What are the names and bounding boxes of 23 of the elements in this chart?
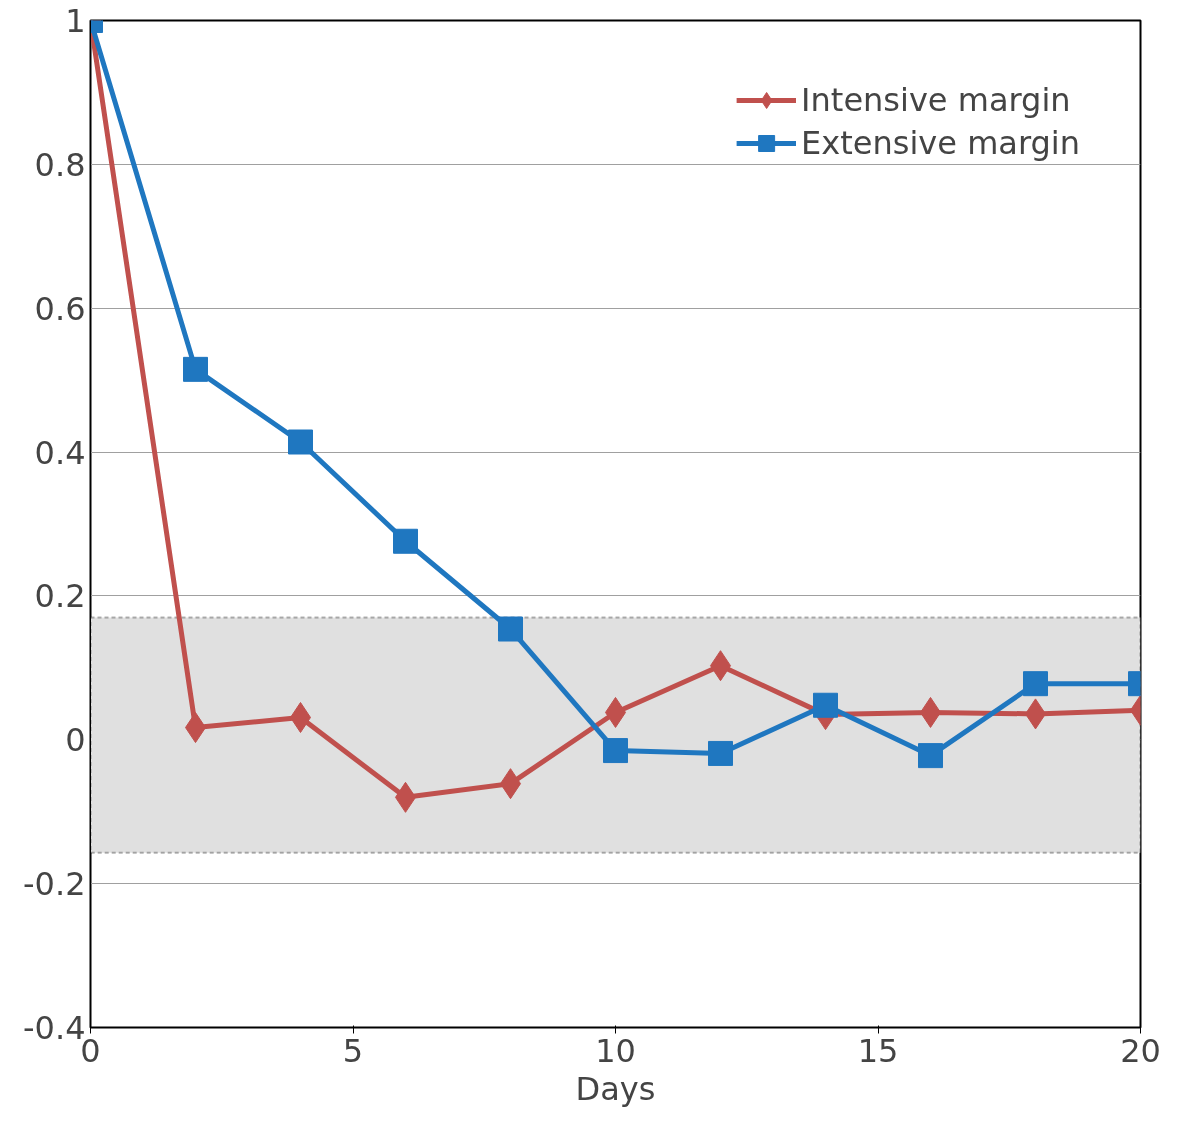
- point: [918, 743, 943, 769]
- x-tick-label: 10: [595, 1031, 636, 1070]
- point: [288, 429, 313, 455]
- y-tick-label: -0.2: [23, 865, 86, 904]
- legend-label: Extensive margin: [801, 124, 1080, 162]
- point: [603, 738, 628, 764]
- y-tick-label: 1: [65, 2, 86, 40]
- x-tick-label: 5: [342, 1031, 364, 1070]
- y-tick-label: 0.8: [34, 145, 86, 184]
- y-tick-label: 0: [65, 721, 86, 760]
- y-tick-label: 0.2: [34, 577, 86, 616]
- y-tick-label: 0.6: [34, 289, 86, 328]
- x-tick-label: 15: [857, 1031, 899, 1070]
- point: [183, 356, 208, 382]
- point: [498, 616, 523, 642]
- point: [708, 740, 733, 766]
- point: [393, 528, 418, 554]
- point: [813, 692, 838, 718]
- x-tick-label: 20: [1120, 1031, 1161, 1070]
- y-tick-label: 0.4: [34, 433, 86, 472]
- point: [1023, 671, 1048, 697]
- legend-label: Intensive margin: [801, 81, 1071, 119]
- x-axis-title: Days: [575, 1069, 656, 1108]
